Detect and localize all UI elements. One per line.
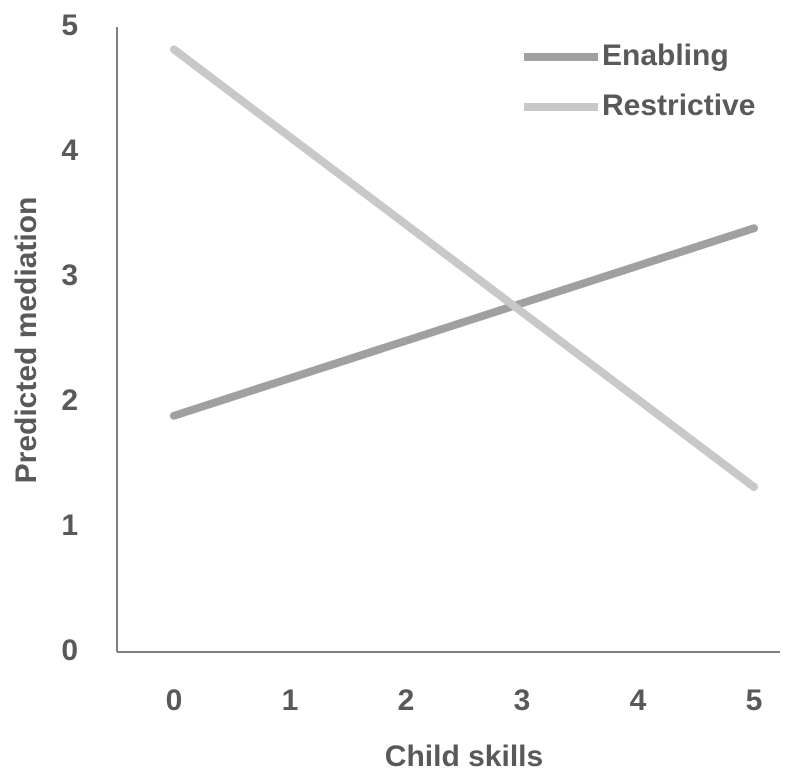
y-axis-title: Predicted mediation	[10, 197, 43, 484]
x-tick-label: 3	[514, 684, 531, 717]
y-tick-label: 0	[61, 634, 78, 667]
x-axis-title: Child skills	[385, 740, 543, 773]
x-tick-label: 0	[166, 684, 183, 717]
legend-label: Enabling	[602, 39, 729, 72]
x-tick-label: 5	[746, 684, 763, 717]
line-series	[170, 224, 758, 420]
x-tick-label: 1	[282, 684, 299, 717]
y-tick-label: 1	[61, 509, 78, 542]
x-tick-label: 4	[630, 684, 647, 717]
y-tick-label: 3	[61, 259, 78, 292]
x-tick-label: 2	[398, 684, 415, 717]
legend-label: Restrictive	[602, 89, 755, 122]
y-tick-label: 5	[61, 9, 78, 42]
line-series	[170, 45, 758, 491]
y-tick-label: 2	[61, 384, 78, 417]
y-tick-label: 4	[61, 134, 78, 167]
